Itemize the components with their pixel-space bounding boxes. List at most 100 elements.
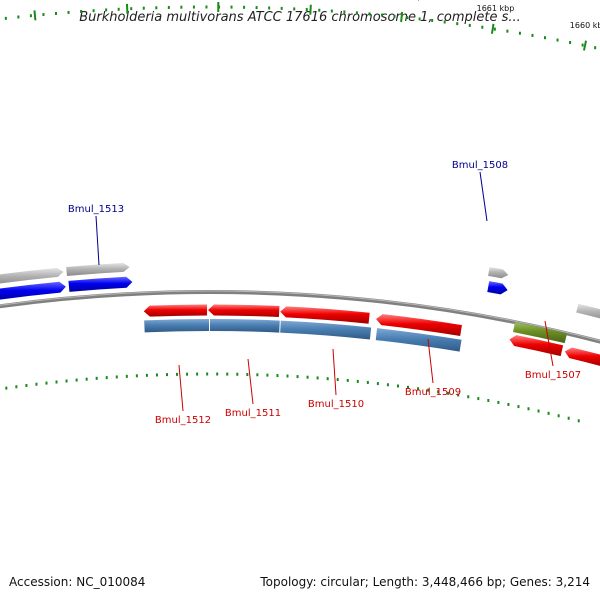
- scale-dot: [255, 6, 258, 10]
- scale-dot: [355, 11, 358, 15]
- scale-dot: [569, 41, 572, 45]
- scale-dot: [518, 31, 521, 35]
- gene-labels: Bmul_1513 Bmul_1512 Bmul_1511 Bmul_1510 Bmul…: [68, 160, 581, 426]
- scale-dot: [4, 16, 7, 20]
- reverse-cds-arrow: [376, 314, 462, 337]
- forward-cds-arrow: [0, 281, 66, 300]
- reverse-gene-band: [280, 320, 372, 340]
- scale-dot: [67, 10, 70, 14]
- scale-dot: [75, 378, 78, 382]
- scale-dot: [205, 5, 208, 9]
- scale-dot: [527, 407, 530, 411]
- scale-dot: [443, 20, 446, 24]
- forward-gene-band: [66, 262, 130, 276]
- scale-dot: [418, 17, 421, 21]
- gene-label-bmul_1511: Bmul_1511: [225, 408, 281, 419]
- scale-dot: [266, 373, 269, 377]
- genome-summary: Topology: circular; Length: 3,448,466 bp…: [260, 575, 590, 589]
- scale-dot: [376, 382, 379, 386]
- scale-dot: [366, 380, 369, 384]
- scale-dot: [506, 29, 509, 33]
- scale-dot: [380, 13, 383, 17]
- kbp-tick: [400, 11, 404, 23]
- scale-dot: [296, 375, 299, 379]
- forward-cds-arrow: [68, 276, 133, 292]
- scale-dot: [487, 398, 490, 402]
- scale-dot: [155, 373, 158, 377]
- scale-dot: [196, 372, 199, 376]
- scale-dot: [537, 409, 540, 413]
- scale-dot: [368, 12, 371, 16]
- scale-dot: [544, 36, 547, 40]
- scale-dot: [306, 375, 309, 379]
- kbp-tick: [33, 10, 37, 21]
- kbp-ticks: 1666 kbp1665 kbp1664 kbp1663 kbp1662 kbp…: [33, 0, 600, 51]
- scale-dot: [567, 416, 570, 420]
- scale-dot: [130, 7, 133, 11]
- scale-dot: [447, 391, 450, 395]
- reverse-cds-arrow: [208, 304, 280, 318]
- gene-label-bmul_1512: Bmul_1512: [155, 415, 211, 426]
- scale-dot: [80, 10, 83, 14]
- scale-dot: [216, 372, 219, 376]
- scale-dot: [318, 8, 321, 12]
- scale-dot: [431, 18, 434, 22]
- kbp-tick: [582, 40, 587, 51]
- scale-dot: [105, 376, 108, 380]
- scale-dot: [577, 419, 580, 423]
- scale-dot: [117, 7, 120, 11]
- scale-dot: [92, 9, 95, 13]
- scale-dot: [481, 25, 484, 29]
- scale-dot: [55, 380, 58, 384]
- scale-dot: [176, 372, 179, 376]
- scale-dot: [35, 382, 38, 386]
- gene-label-bmul_1509: Bmul_1509: [405, 387, 461, 398]
- forward-cds-arrow: [487, 281, 508, 295]
- scale-dot: [336, 378, 339, 382]
- scale-dot: [268, 6, 271, 10]
- scale-dot: [192, 5, 195, 9]
- scale-dot: [230, 5, 233, 9]
- scale-dot: [165, 373, 168, 377]
- leader-line: [427, 338, 434, 384]
- leader-line: [247, 358, 254, 405]
- scale-dot: [17, 15, 20, 19]
- reverse-cds-arrow: [143, 304, 208, 317]
- scale-dot: [393, 14, 396, 18]
- leader-line: [332, 348, 337, 396]
- scale-dot: [256, 373, 259, 377]
- scale-dot: [343, 10, 346, 14]
- scale-dot: [507, 402, 510, 406]
- scale-dot: [85, 377, 88, 381]
- leader-line: [95, 215, 100, 266]
- scale-dot: [276, 374, 279, 378]
- scale-dot: [125, 374, 128, 378]
- scale-dot: [437, 390, 440, 394]
- gene-label-bmul_1508: Bmul_1508: [452, 160, 508, 171]
- scale-dot: [15, 385, 18, 389]
- scale-dot: [346, 378, 349, 382]
- scale-dot: [417, 387, 420, 391]
- scale-dot: [468, 23, 471, 27]
- accession-text: Accession: NC_010084: [9, 575, 146, 589]
- reverse-cds-arrow: [509, 335, 564, 357]
- scale-dot: [243, 5, 246, 9]
- scale-dot: [226, 372, 229, 376]
- scale-dot: [45, 381, 48, 385]
- kbp-tick-label: 1661 kbp: [477, 4, 515, 13]
- scale-dot: [142, 6, 145, 10]
- scale-dot: [557, 414, 560, 418]
- scale-dot: [386, 383, 389, 387]
- scale-dot: [286, 374, 289, 378]
- scale-dot: [280, 6, 283, 10]
- outer-scale-track: [4, 5, 597, 50]
- scale-dot: [497, 400, 500, 404]
- scale-dot: [581, 43, 584, 47]
- scale-dot: [407, 385, 409, 389]
- reverse-gene-band: [375, 328, 462, 352]
- backbone-highlight: [0, 290, 600, 342]
- reverse-cds-arrow: [280, 306, 370, 324]
- reverse-cds-arrow: [564, 347, 600, 366]
